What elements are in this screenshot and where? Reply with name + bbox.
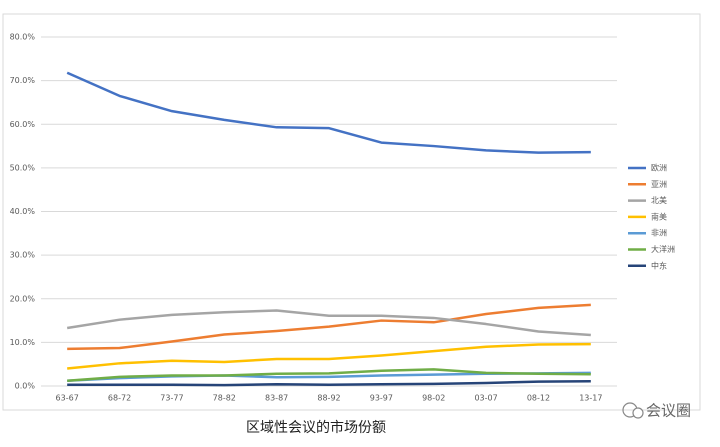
legend-label: 大洋洲 — [651, 244, 675, 254]
y-tick-label: 70.0% — [10, 76, 36, 85]
watermark: 会议圈 — [646, 402, 691, 420]
x-tick-label: 68-72 — [108, 394, 131, 403]
series-line — [67, 342, 591, 370]
y-tick-label: 30.0% — [10, 251, 36, 260]
legend-label: 南美 — [651, 211, 667, 221]
x-tick-label: 73-77 — [160, 394, 183, 403]
x-tick-label: 83-87 — [265, 394, 288, 403]
x-tick-label: 88-92 — [317, 394, 340, 403]
legend-label: 中东 — [651, 260, 667, 270]
y-tick-label: 10.0% — [10, 338, 36, 347]
y-tick-label: 20.0% — [10, 294, 36, 303]
x-tick-label: 63-67 — [56, 394, 79, 403]
y-tick-label: 40.0% — [10, 207, 36, 216]
x-tick-label: 08-12 — [527, 394, 550, 403]
y-tick-label: 50.0% — [10, 163, 36, 172]
chart-frame — [2, 13, 701, 411]
series-line — [67, 303, 591, 351]
chart-title: 区域性会议的市场份额 — [246, 419, 386, 436]
series-line — [67, 368, 591, 383]
series-line — [66, 309, 591, 337]
y-tick-label: 80.0% — [10, 33, 36, 42]
watermark-icon — [632, 407, 644, 419]
legend-label: 非洲 — [651, 228, 667, 238]
x-tick-label: 13-17 — [579, 394, 602, 403]
legend-label: 欧洲 — [651, 163, 667, 173]
y-tick-label: 0.0% — [15, 382, 36, 391]
legend-label: 北美 — [651, 195, 667, 205]
legend-label: 亚洲 — [651, 180, 667, 189]
series-line — [66, 71, 591, 154]
x-tick-label: 98-02 — [422, 394, 445, 403]
series-line — [67, 379, 591, 387]
x-tick-label: 78-82 — [213, 394, 236, 403]
y-tick-label: 60.0% — [10, 120, 36, 129]
x-tick-label: 93-97 — [370, 394, 393, 403]
x-tick-label: 03-07 — [474, 394, 497, 403]
